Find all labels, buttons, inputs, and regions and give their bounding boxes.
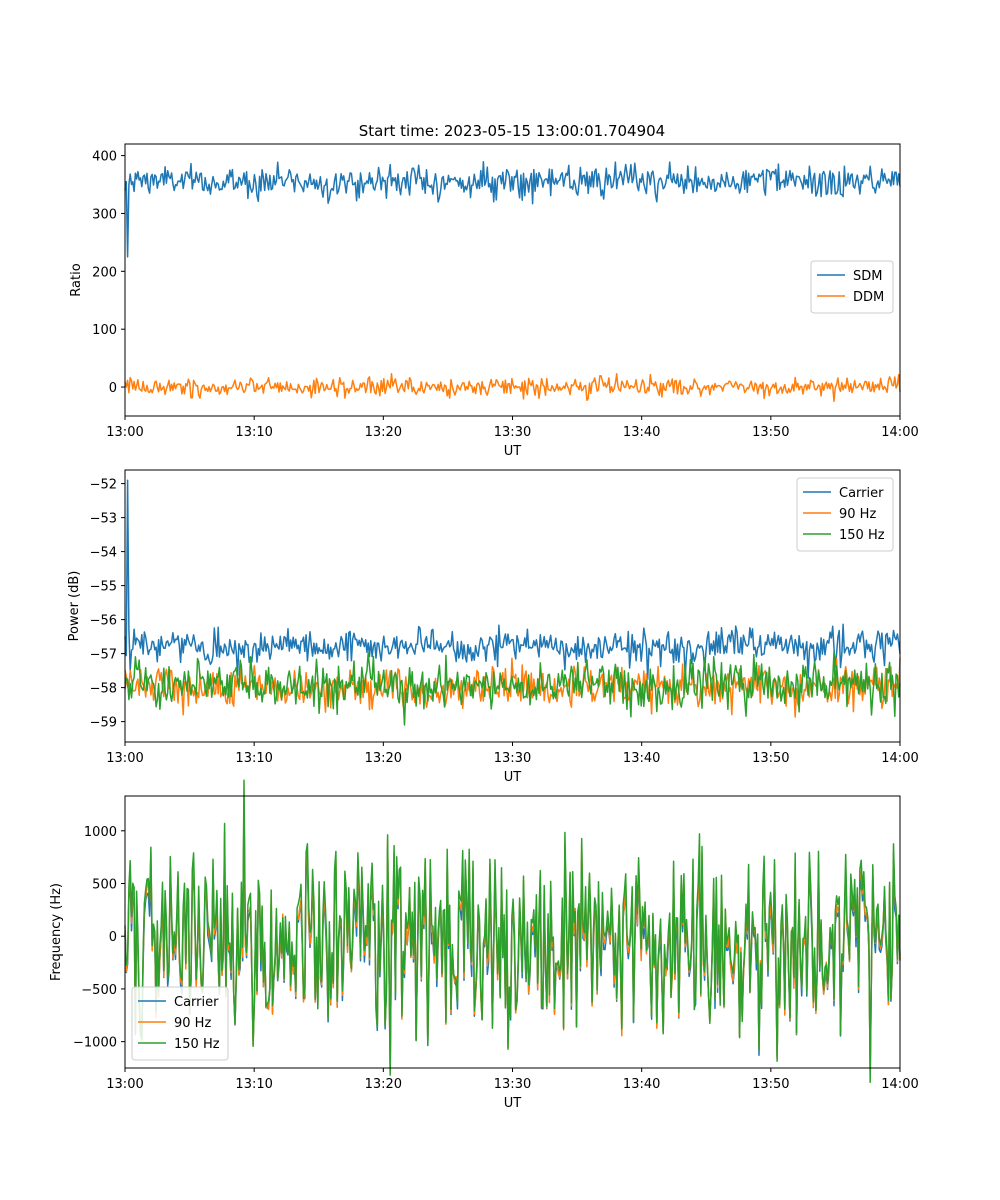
x-axis-label: UT	[504, 770, 522, 785]
x-tick-label: 13:40	[623, 1077, 660, 1092]
series-line-90-hz	[124, 657, 901, 718]
y-tick-label: −54	[90, 546, 117, 561]
x-tick-label: 13:10	[235, 425, 272, 440]
y-axis-label: Power (dB)	[67, 571, 82, 642]
y-tick-label: −1000	[73, 1036, 117, 1051]
y-tick-label: 1000	[84, 825, 117, 840]
x-tick-label: 13:10	[235, 1077, 272, 1092]
series-line-150-hz	[124, 779, 901, 1084]
x-axis-label: UT	[504, 444, 522, 459]
y-tick-label: −58	[90, 682, 117, 697]
series-line-sdm	[124, 160, 901, 258]
y-tick-label: 0	[109, 381, 117, 396]
legend-entry: 90 Hz	[839, 507, 876, 522]
legend-box	[131, 986, 229, 1061]
y-tick-label: −56	[90, 614, 117, 629]
legend-entry: 90 Hz	[174, 1016, 211, 1031]
x-tick-label: 13:10	[235, 751, 272, 766]
legend: Carrier 90 Hz 150 Hz	[796, 477, 894, 552]
chart-panel-3: 13:00 13:10 13:20 13:30 13:40 13:50 14:00 −1000…	[49, 779, 919, 1111]
x-tick-label: 13:50	[752, 1077, 789, 1092]
y-tick-label: −500	[81, 983, 117, 998]
x-tick-label: 13:30	[494, 425, 531, 440]
legend-entry: DDM	[853, 290, 884, 305]
x-tick-label: 13:50	[752, 425, 789, 440]
y-tick-label: 0	[109, 930, 117, 945]
legend-entry: 150 Hz	[839, 528, 885, 543]
x-tick-label: 13:00	[106, 1077, 143, 1092]
legend-entry: SDM	[853, 269, 882, 284]
legend: Carrier 90 Hz 150 Hz	[131, 986, 229, 1061]
legend-entry: 150 Hz	[174, 1037, 220, 1052]
y-tick-label: −57	[90, 648, 117, 663]
y-tick-label: 100	[92, 323, 117, 338]
legend-box	[796, 477, 894, 552]
y-tick-label: 400	[92, 150, 117, 165]
legend-entry: Carrier	[174, 995, 219, 1010]
y-tick-label: 200	[92, 265, 117, 280]
x-tick-label: 13:40	[623, 425, 660, 440]
legend-box	[810, 260, 894, 314]
x-tick-label: 13:00	[106, 425, 143, 440]
y-axis-label: Frequency (Hz)	[49, 883, 64, 981]
series-line-carrier	[124, 479, 901, 681]
x-axis-label: UT	[504, 1096, 522, 1111]
x-tick-label: 14:00	[881, 1077, 918, 1092]
series-line-ddm	[124, 373, 901, 403]
x-tick-label: 13:20	[365, 425, 402, 440]
panels: 13:00 13:10 13:20 13:30 13:40 13:50 14:00 0 100 2…	[49, 143, 919, 1111]
legend-entry: Carrier	[839, 486, 884, 501]
y-tick-label: 500	[92, 878, 117, 893]
x-tick-label: 13:30	[494, 751, 531, 766]
x-tick-label: 13:50	[752, 751, 789, 766]
x-tick-label: 13:00	[106, 751, 143, 766]
chart-title: Start time: 2023-05-15 13:00:01.704904	[359, 122, 665, 140]
x-tick-label: 14:00	[881, 751, 918, 766]
y-tick-label: −52	[90, 478, 117, 493]
chart-panel-2: 13:00 13:10 13:20 13:30 13:40 13:50 14:00 −52 −5…	[67, 469, 919, 785]
chart-panel-1: 13:00 13:10 13:20 13:30 13:40 13:50 14:00 0 100 2…	[69, 143, 919, 459]
y-tick-label: 300	[92, 207, 117, 222]
axes-frame	[124, 469, 901, 743]
x-tick-label: 13:40	[623, 751, 660, 766]
y-tick-label: −55	[90, 580, 117, 595]
x-tick-label: 13:30	[494, 1077, 531, 1092]
x-tick-label: 14:00	[881, 425, 918, 440]
legend: SDM DDM	[810, 260, 894, 314]
y-axis-label: Ratio	[69, 263, 84, 296]
x-tick-label: 13:20	[365, 1077, 402, 1092]
series-line-150-hz	[124, 650, 901, 726]
y-tick-label: −59	[90, 716, 117, 731]
x-tick-label: 13:20	[365, 751, 402, 766]
y-tick-label: −53	[90, 512, 117, 527]
